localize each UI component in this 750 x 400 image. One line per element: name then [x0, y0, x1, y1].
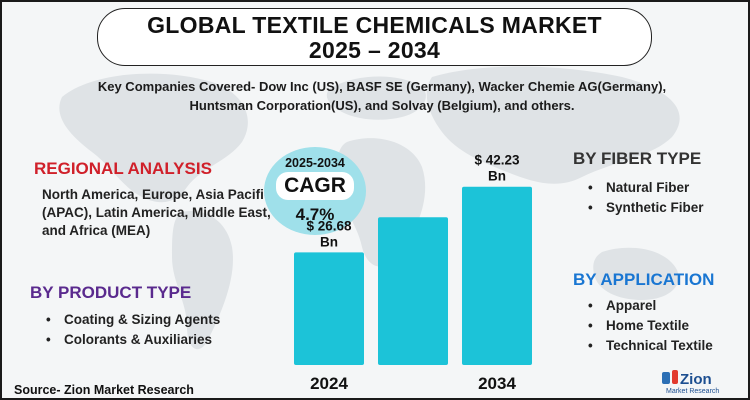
list-item: • Home Textile — [588, 316, 713, 336]
bullet-dot-icon: • — [588, 180, 593, 195]
bar-mid-1 — [378, 217, 448, 365]
list-item-label: Colorants & Auxiliaries — [64, 332, 213, 347]
fiber-type-heading: BY FIBER TYPE — [573, 149, 702, 168]
regional-analysis-text: North America, Europe, Asia Pacific (APA… — [42, 187, 272, 238]
list-item: • Colorants & Auxiliaries — [46, 330, 220, 350]
title-line-1: GLOBAL TEXTILE CHEMICALS MARKET — [147, 12, 602, 38]
bullet-dot-icon: • — [46, 312, 51, 327]
bullet-dot-icon: • — [588, 298, 593, 313]
market-size-bar-chart: $ 26.68 Bn 2024 $ 42.23 Bn 2034 — [294, 153, 532, 393]
list-item: • Apparel — [588, 296, 713, 316]
list-item-label: Apparel — [606, 298, 657, 313]
list-item: • Synthetic Fiber — [588, 198, 704, 218]
bullet-dot-icon: • — [588, 200, 593, 215]
application-list: • Apparel • Home Textile • Technical Textil… — [588, 296, 713, 356]
list-item-label: Technical Textile — [606, 338, 713, 353]
list-item: • Technical Textile — [588, 336, 713, 356]
zion-logo-mark — [662, 370, 678, 384]
product-type-heading: BY PRODUCT TYPE — [30, 283, 192, 302]
source-text: Source- Zion Market Research — [14, 383, 194, 397]
cagr-years: 2025-2034 — [285, 156, 345, 170]
application-heading: BY APPLICATION — [573, 270, 715, 289]
list-item-label: Home Textile — [606, 318, 690, 333]
product-type-list: • Coating & Sizing Agents • Colorants & Au… — [46, 310, 220, 350]
bullet-dot-icon: • — [46, 332, 51, 347]
cagr-label: CAGR — [276, 172, 354, 200]
bar-value-label: $ 42.23 Bn — [474, 153, 520, 184]
cagr-badge: 2025-2034 CAGR 4.7% — [264, 147, 366, 235]
logo-text: Zion — [680, 371, 712, 388]
x-tick-label: 2024 — [310, 374, 348, 393]
bar-2024 — [294, 252, 364, 365]
title-box: GLOBAL TEXTILE CHEMICALS MARKET 2025 – 2… — [97, 8, 652, 66]
bar-value-label: $ 26.68 Bn — [306, 218, 352, 249]
bullet-dot-icon: • — [588, 338, 593, 353]
list-item-label: Synthetic Fiber — [606, 200, 704, 215]
bullet-dot-icon: • — [588, 318, 593, 333]
list-item: • Coating & Sizing Agents — [46, 310, 220, 330]
logo-subtext: Market Research — [666, 388, 719, 395]
list-item-label: Natural Fiber — [606, 180, 690, 195]
bar-2034 — [462, 186, 532, 365]
regional-analysis-heading: REGIONAL ANALYSIS — [34, 159, 212, 178]
list-item-label: Coating & Sizing Agents — [64, 312, 221, 327]
x-tick-label: 2034 — [478, 374, 516, 393]
title-line-2: 2025 – 2034 — [308, 37, 441, 63]
key-companies-text: Key Companies Covered- Dow Inc (US), BAS… — [97, 79, 667, 113]
fiber-type-list: • Natural Fiber • Synthetic Fiber — [588, 178, 704, 218]
cagr-value: 4.7% — [295, 205, 335, 224]
list-item: • Natural Fiber — [588, 178, 704, 198]
zion-logo: Zion Market Research — [662, 370, 719, 395]
